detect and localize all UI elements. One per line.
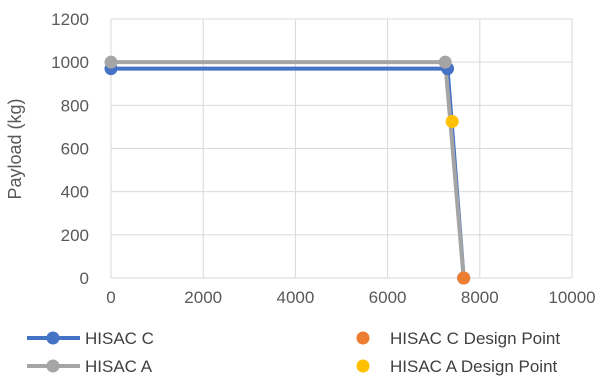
y-tick-label: 200 — [61, 226, 89, 245]
grid — [110, 18, 573, 279]
legend-item: HISAC C — [27, 329, 154, 348]
y-axis-label: Payload (kg) — [5, 98, 25, 199]
x-tick-label: 6000 — [369, 288, 407, 307]
legend-item: HISAC A Design Point — [356, 357, 558, 376]
x-tick-label: 10000 — [548, 288, 595, 307]
series-1-point — [438, 55, 452, 69]
y-tick-label: 400 — [61, 183, 89, 202]
legend-label: HISAC A Design Point — [390, 357, 558, 376]
series-1-point — [104, 55, 118, 69]
x-tick-label: 0 — [106, 288, 115, 307]
legend: HISAC C HISAC A HISAC C Design Point HISAC … — [27, 329, 560, 376]
legend-label: HISAC C — [85, 329, 154, 348]
y-tick-label: 1000 — [51, 53, 89, 72]
legend-item: HISAC A — [27, 357, 153, 376]
legend-marker — [46, 331, 60, 345]
x-axis-ticks: 0 2000 4000 6000 8000 10000 — [106, 288, 595, 307]
series-line-1 — [111, 60, 466, 279]
y-tick-label: 0 — [80, 269, 89, 288]
legend-label: HISAC C Design Point — [390, 329, 560, 348]
y-tick-label: 800 — [61, 96, 89, 115]
series-2-point — [457, 271, 471, 285]
x-tick-label: 4000 — [276, 288, 314, 307]
y-tick-label: 600 — [61, 140, 89, 159]
legend-item: HISAC C Design Point — [356, 329, 560, 348]
legend-marker — [356, 359, 370, 373]
series-3-point — [445, 115, 459, 129]
legend-marker — [46, 359, 60, 373]
series-layer — [104, 55, 471, 285]
y-tick-label: 1200 — [51, 10, 89, 29]
series-line-0 — [111, 66, 466, 279]
legend-marker — [356, 331, 370, 345]
legend-label: HISAC A — [85, 357, 153, 376]
x-tick-label: 8000 — [461, 288, 499, 307]
y-axis-ticks: 0 200 400 600 800 1000 1200 — [51, 10, 89, 288]
x-tick-label: 2000 — [184, 288, 222, 307]
